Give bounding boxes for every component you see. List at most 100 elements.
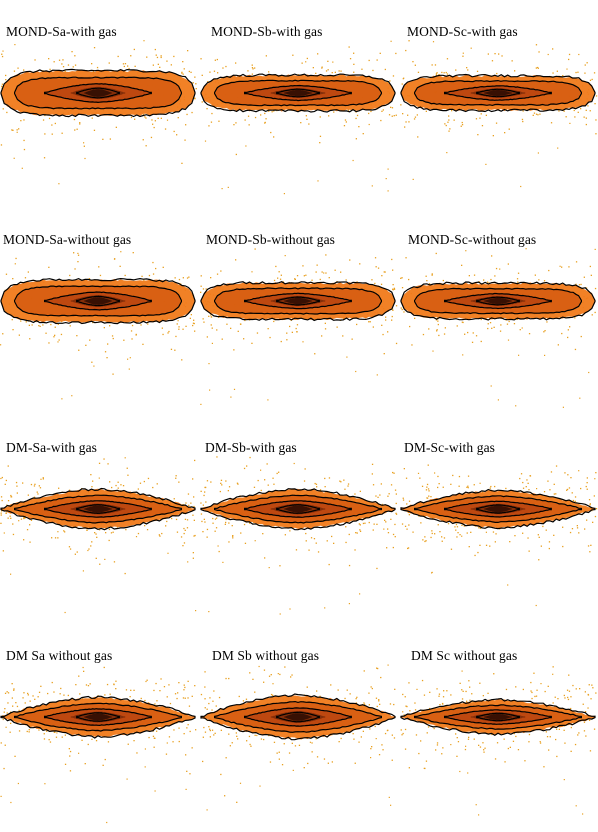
contour-line (244, 500, 352, 518)
panel-label: MOND-Sa-with gas (6, 24, 117, 39)
contours (200, 281, 396, 322)
isophote-fill (284, 297, 312, 305)
contour-line (400, 281, 596, 321)
panel-label: DM Sb without gas (212, 648, 320, 663)
galaxy-panel-dm-sc-without-gas: DM Sc without gas (400, 624, 598, 832)
galaxy-panel-mond-sa-with-gas: MOND-Sa-with gas (0, 0, 199, 208)
galaxy-panel-mond-sc-with-gas: MOND-Sc-with gas (400, 0, 598, 208)
scatter-dots (400, 40, 598, 188)
contour-line (200, 488, 396, 531)
contour-line (476, 296, 520, 306)
galaxy-panel-mond-sa-without-gas: MOND-Sa-without gas (0, 208, 199, 416)
contour-line (414, 287, 582, 315)
panel-label: DM-Sa-with gas (6, 440, 98, 455)
isophote-fill (284, 89, 312, 97)
galaxy-image (400, 666, 597, 816)
panel-label: DM-Sc-with gas (404, 440, 496, 455)
contour-line (400, 73, 596, 113)
galaxy-image (0, 666, 197, 824)
panel-label: MOND-Sa-without gas (3, 232, 132, 247)
contour-line (0, 695, 196, 739)
galaxy-panel-mond-sb-with-gas: MOND-Sb-with gas (200, 0, 399, 208)
galaxy-panel-dm-sa-without-gas: DM Sa without gas (0, 624, 199, 832)
panel-label: MOND-Sb-without gas (206, 232, 336, 247)
contour-line (76, 712, 120, 722)
galaxy-body (401, 699, 595, 735)
contour-line (476, 504, 520, 514)
contour-line (276, 88, 320, 98)
contour-line (414, 79, 582, 107)
panel-label: DM-Sb-with gas (205, 440, 297, 455)
contour-line (200, 73, 396, 113)
contour-line (0, 68, 196, 118)
isophote-fill (484, 505, 512, 513)
contours (400, 488, 596, 530)
scatter-dots (400, 248, 597, 408)
contours (0, 68, 196, 118)
galaxy-image (0, 457, 197, 614)
contour-line (444, 709, 552, 725)
panel-label: MOND-Sc-without gas (408, 232, 537, 247)
isophote-fill (84, 505, 112, 513)
galaxy-panel-dm-sa-with-gas: DM-Sa-with gas (0, 416, 199, 624)
contour-line (76, 87, 120, 99)
contour-line (14, 285, 182, 317)
contour-line (76, 295, 120, 307)
contour-line (0, 487, 196, 531)
contour-line (444, 85, 552, 101)
contours (200, 693, 396, 741)
isophote-fill (284, 505, 312, 513)
contour-line (214, 79, 382, 107)
galaxy-panel-dm-sc-with-gas: DM-Sc-with gas (400, 416, 598, 624)
panel-label: DM Sa without gas (6, 648, 113, 663)
galaxy-body (201, 282, 395, 321)
contour-line (244, 84, 352, 102)
contour-line (476, 712, 520, 722)
isophote-fill (284, 713, 312, 721)
scatter-dots (200, 456, 398, 615)
contours (200, 73, 396, 113)
scatter-dots (400, 666, 597, 816)
scatter-dots (401, 464, 598, 607)
galaxy-image (200, 456, 398, 615)
isophote-fill (84, 297, 112, 305)
galaxy-body (1, 696, 195, 738)
galaxy-body (401, 282, 595, 320)
contours (400, 281, 596, 321)
contour-line (44, 708, 152, 727)
contour-line (276, 296, 320, 306)
galaxy-image (400, 248, 597, 408)
scatter-dots (0, 251, 196, 400)
isophote-fill (484, 713, 512, 721)
contour-line (14, 494, 182, 524)
scatter-dots (200, 248, 398, 405)
contour-line (14, 702, 182, 732)
contour-line (214, 494, 382, 524)
contour-line (400, 488, 596, 530)
contour-line (244, 292, 352, 310)
galaxy-image (200, 248, 398, 405)
contour-line (276, 504, 320, 514)
isophote-fill (484, 297, 512, 305)
isophote-fill (84, 89, 112, 97)
galaxy-panel-dm-sb-with-gas: DM-Sb-with gas (200, 416, 399, 624)
galaxy-body (1, 70, 195, 117)
contour-line (414, 704, 582, 730)
galaxy-body (201, 74, 395, 112)
contour-line (44, 291, 152, 311)
contours (400, 73, 596, 113)
panel-label: DM Sc without gas (411, 648, 518, 663)
contours (0, 695, 196, 739)
contour-line (76, 504, 120, 515)
contour-line (200, 281, 396, 322)
contour-line (214, 287, 382, 315)
contours (400, 697, 596, 737)
contour-line (414, 495, 582, 523)
scatter-dots (200, 40, 397, 195)
galaxy-panel-mond-sb-without-gas: MOND-Sb-without gas (200, 208, 399, 416)
panel-label: MOND-Sb-with gas (211, 24, 323, 39)
isophote-fill (84, 713, 112, 721)
contours (0, 277, 196, 325)
contours (0, 487, 196, 531)
